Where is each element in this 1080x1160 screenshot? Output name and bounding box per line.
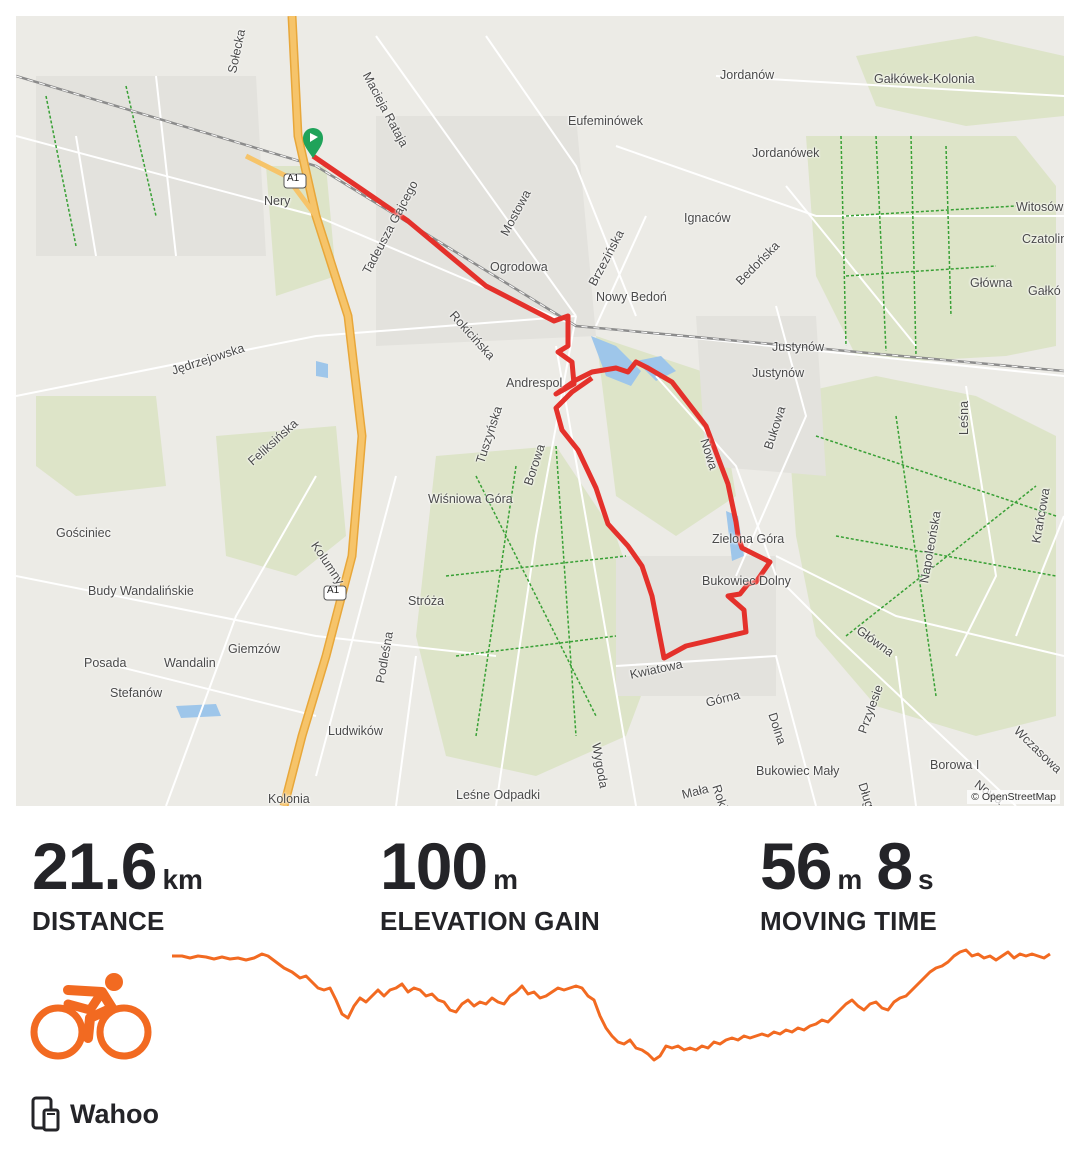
moving-time-minutes: 56: [760, 829, 832, 903]
map-label: Leśne Odpadki: [456, 788, 541, 802]
distance-value: 21.6: [32, 829, 157, 903]
map-label: Ogrodowa: [490, 260, 548, 274]
start-marker-icon: [303, 128, 323, 158]
map-label: Borowa I: [930, 758, 980, 772]
map-label: Główna: [970, 276, 1013, 290]
moving-time-seconds: 8: [876, 829, 913, 903]
map-label: Stefanów: [110, 686, 163, 700]
map-label: Giemzów: [228, 642, 281, 656]
map-label: Zielona Góra: [712, 532, 785, 546]
device-sync-icon: [31, 1096, 60, 1132]
map-label: Justynów: [752, 366, 805, 380]
map-label: Andrespol: [506, 376, 563, 390]
moving-time-label: MOVING TIME: [760, 906, 937, 936]
highway-shield-label: A1: [327, 585, 340, 596]
map-label: Ludwików: [328, 724, 383, 738]
distance-stat: 21.6 km DISTANCE: [32, 830, 217, 937]
device-name: Wahoo: [70, 1098, 159, 1129]
map-label: Kolonia: [268, 792, 310, 806]
map-label: Ignaców: [684, 211, 731, 225]
map-label: Posada: [84, 656, 127, 670]
elevation-gain-unit: m: [493, 864, 519, 895]
map-label: Witosów: [1016, 200, 1064, 214]
elevation-profile-line: [172, 948, 1051, 1062]
map-label: Stróża: [408, 594, 445, 608]
route-line: [311, 153, 773, 661]
map-label: Bukowiec Dolny: [702, 574, 791, 588]
map-label: Bukowiec Mały: [756, 764, 840, 778]
map-label: Wiśniowa Góra: [428, 492, 513, 506]
elevation-gain-label: ELEVATION GAIN: [380, 906, 600, 936]
map-attribution[interactable]: © OpenStreetMap: [967, 790, 1060, 804]
activity-stats: 21.6 km DISTANCE 100 m ELEVATION GAIN 56 m 8…: [0, 830, 1080, 940]
moving-time-stat: 56 m 8 s MOVING TIME: [760, 830, 948, 937]
cycling-icon: [30, 973, 152, 1060]
moving-time-minutes-unit: m: [837, 864, 863, 895]
route-map[interactable]: Jordanów Gałkówek-Kolonia Eufeminówek Jo…: [16, 16, 1064, 806]
elevation-gain-stat: 100 m ELEVATION GAIN: [380, 830, 600, 937]
distance-label: DISTANCE: [32, 906, 165, 936]
map-label: Justynów: [772, 340, 825, 354]
map-label: Czatolin: [1022, 232, 1064, 246]
moving-time-seconds-unit: s: [918, 864, 934, 895]
device-info: Wahoo: [30, 1094, 159, 1134]
map-label: Eufeminówek: [568, 114, 644, 128]
elevation-gain-value: 100: [380, 829, 488, 903]
map-canvas: [16, 16, 1064, 806]
map-label: Gałkó: [1028, 284, 1061, 298]
map-label: Nery: [264, 194, 291, 208]
map-label: Gościniec: [56, 526, 111, 540]
map-label: Nowy Bedoń: [596, 290, 667, 304]
map-label: Jordanów: [720, 68, 775, 82]
map-label: Leśna: [957, 400, 971, 435]
map-label: Wandalin: [164, 656, 216, 670]
elevation-profile: [172, 948, 1051, 1062]
highway-shield-label: A1: [287, 173, 300, 184]
distance-unit: km: [162, 864, 203, 895]
map-label: Gałkówek-Kolonia: [874, 72, 975, 86]
map-label: Budy Wandalińskie: [88, 584, 194, 598]
map-label: Jordanówek: [752, 146, 820, 160]
